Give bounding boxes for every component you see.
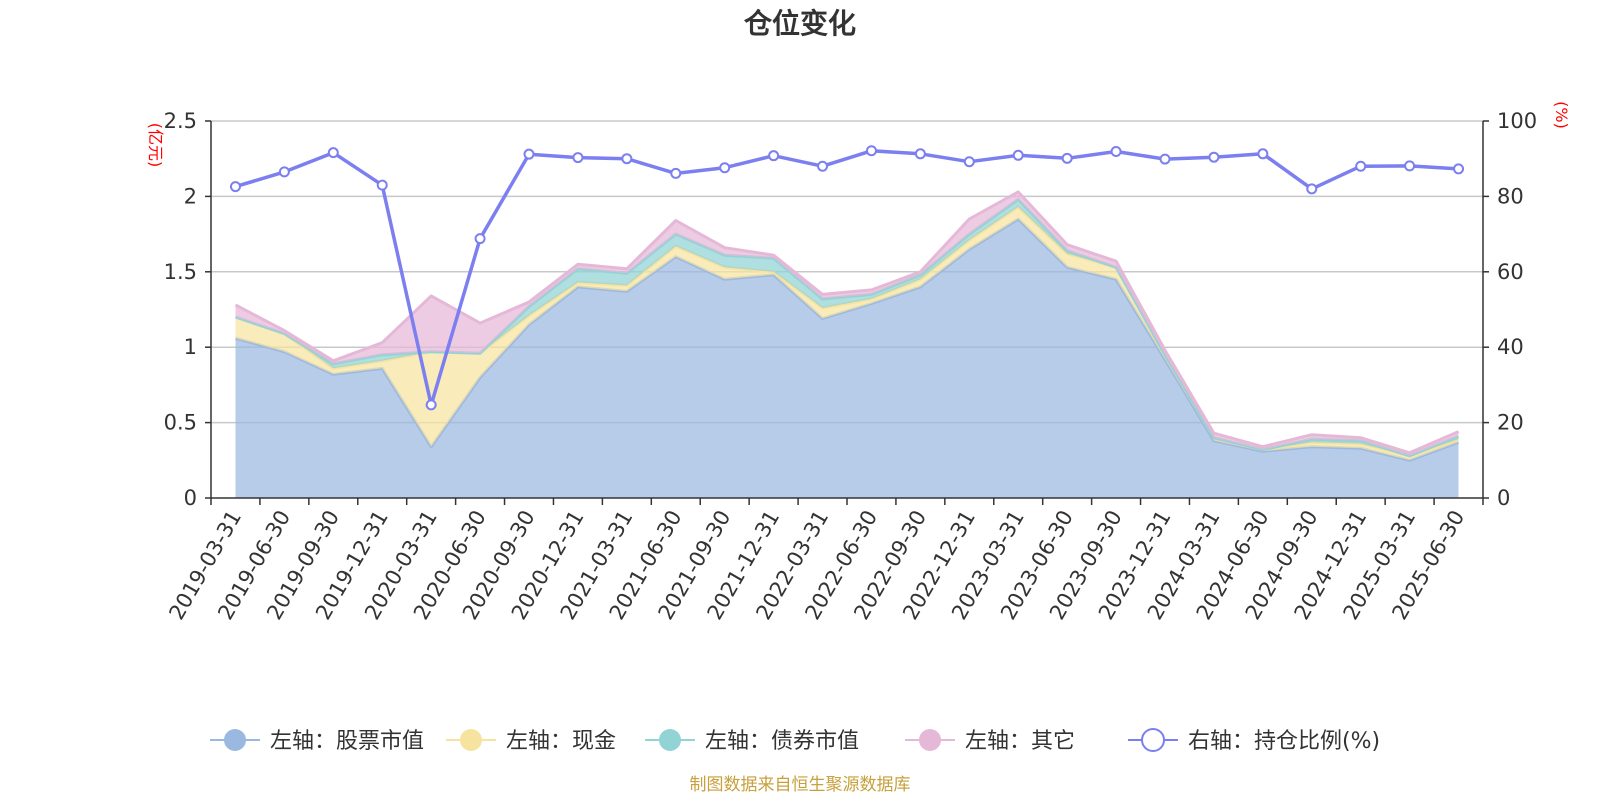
data-source-note: 制图数据来自恒生聚源数据库 xyxy=(690,775,911,795)
ratio-point xyxy=(1453,163,1465,175)
right-axis-unit: (%) xyxy=(1552,101,1571,129)
left-axis-unit: (亿元) xyxy=(146,123,165,168)
legend-marker xyxy=(919,729,941,751)
ratio-point xyxy=(572,152,584,164)
left-tick-label: 1.5 xyxy=(164,260,197,284)
legend-label: 右轴：持仓比例(%) xyxy=(1188,729,1380,754)
ratio-point xyxy=(621,153,633,165)
ratio-point xyxy=(1012,149,1024,161)
legend-label: 左轴：其它 xyxy=(965,729,1075,754)
area-series-1 xyxy=(235,219,1459,498)
ratio-point xyxy=(865,145,877,157)
legend-item-1[interactable]: 左轴：股票市值 xyxy=(210,729,424,754)
legend-marker xyxy=(460,729,482,751)
right-tick-label: 100 xyxy=(1497,109,1537,133)
right-tick-label: 20 xyxy=(1497,411,1524,435)
ratio-point xyxy=(376,179,388,191)
position-ratio-line xyxy=(229,145,1465,411)
legend-item-2[interactable]: 左轴：现金 xyxy=(446,729,616,754)
legend-item-5[interactable]: 右轴：持仓比例(%) xyxy=(1128,728,1380,754)
ratio-point xyxy=(523,148,535,160)
ratio-point xyxy=(670,167,682,179)
right-tick-label: 80 xyxy=(1497,184,1524,208)
legend-label: 左轴：现金 xyxy=(506,729,616,754)
right-tick-label: 0 xyxy=(1497,486,1510,510)
chart-title: 仓位变化 xyxy=(744,7,856,40)
left-tick-label: 0 xyxy=(184,486,197,510)
ratio-point xyxy=(327,147,339,159)
ratio-point xyxy=(719,162,731,174)
ratio-point xyxy=(1257,148,1269,160)
ratio-point xyxy=(425,399,437,411)
ratio-point xyxy=(768,150,780,162)
legend[interactable]: 左轴：股票市值 左轴：现金 左轴：债券市值 左轴：其它 右轴：持仓比例(%) xyxy=(210,728,1380,754)
right-tick-label: 40 xyxy=(1497,335,1524,359)
ratio-point xyxy=(817,160,829,172)
left-tick-label: 2 xyxy=(184,184,197,208)
ratio-point xyxy=(1159,153,1171,165)
ratio-point xyxy=(1306,183,1318,195)
left-tick-label: 1 xyxy=(184,335,197,359)
left-tick-label: 0.5 xyxy=(164,411,197,435)
ratio-line xyxy=(234,149,1459,407)
ratio-point xyxy=(1061,152,1073,164)
legend-marker-hollow xyxy=(1141,728,1165,752)
ratio-point xyxy=(914,148,926,160)
legend-label: 左轴：债券市值 xyxy=(705,729,859,754)
ratio-point xyxy=(1355,160,1367,172)
legend-marker xyxy=(659,729,681,751)
ratio-point xyxy=(1110,146,1122,158)
ratio-point xyxy=(229,181,241,193)
area-top-line-4 xyxy=(234,190,1460,455)
ratio-point xyxy=(474,233,486,245)
stacked-areas xyxy=(234,190,1460,498)
ratio-point xyxy=(278,166,290,178)
right-tick-label: 60 xyxy=(1497,260,1524,284)
legend-item-3[interactable]: 左轴：债券市值 xyxy=(645,729,859,754)
legend-item-4[interactable]: 左轴：其它 xyxy=(905,729,1075,754)
ratio-point xyxy=(963,156,975,168)
ratio-point xyxy=(1208,151,1220,163)
left-tick-label: 2.5 xyxy=(164,109,197,133)
legend-marker xyxy=(224,729,246,751)
ratio-point xyxy=(1404,160,1416,172)
legend-label: 左轴：股票市值 xyxy=(270,729,424,754)
